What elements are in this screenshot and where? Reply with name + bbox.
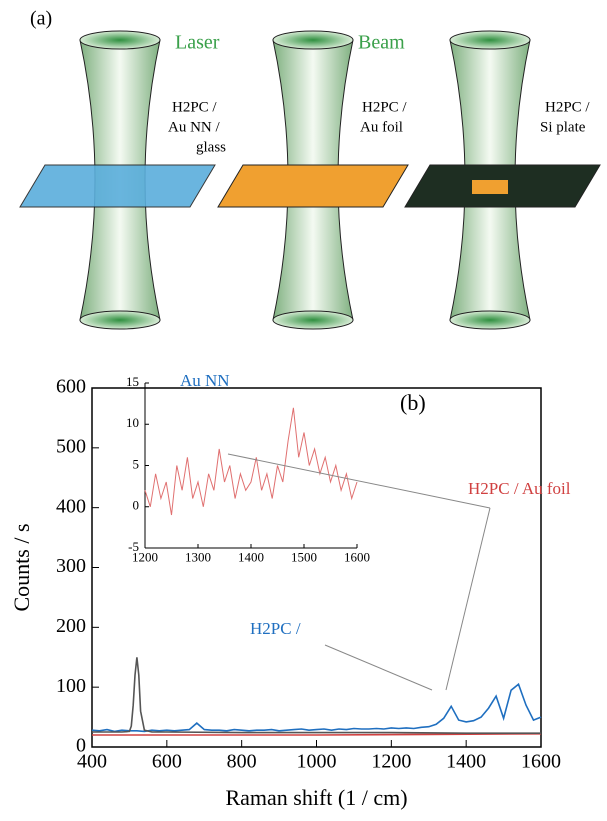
sample-text: Au foil: [360, 119, 403, 135]
x-tick-label: 1500: [291, 549, 317, 564]
x-tick-label: 1000: [297, 751, 337, 773]
data-line: [92, 657, 541, 733]
y-tick-label: 10: [126, 415, 139, 430]
plot-frame: [92, 388, 541, 747]
y-axis-label: Counts / s: [9, 523, 34, 611]
y-tick-label: 400: [56, 495, 86, 517]
x-tick-label: 600: [152, 751, 182, 773]
beam-end: [80, 31, 160, 49]
arrow: [325, 645, 432, 690]
beam-end: [450, 311, 530, 329]
sample-text: H2PC /: [362, 99, 407, 115]
arrows: [228, 454, 490, 690]
glass-plate: [20, 165, 215, 207]
x-tick-label: 800: [227, 751, 257, 773]
data-line: [92, 684, 541, 731]
x-tick-label: 1200: [371, 751, 411, 773]
sample-text: glass: [196, 139, 226, 155]
sample-text: H2PC /: [172, 99, 217, 115]
x-tick-label: 1300: [185, 549, 211, 564]
x-axis-label: Raman shift (1 / cm): [225, 785, 407, 810]
y-tick-label: 600: [56, 376, 86, 398]
x-tick-label: 1600: [344, 549, 370, 564]
y-tick-label: 0: [133, 498, 140, 513]
sample-text: Au NN /: [168, 119, 220, 135]
arrow: [228, 454, 490, 508]
y-tick-label: 500: [56, 435, 86, 457]
laser-spot: [472, 180, 508, 194]
beam-end: [450, 31, 530, 49]
annotation: Au NN: [180, 371, 230, 390]
panel-label: (b): [400, 390, 426, 415]
y-tick-label: 15: [126, 374, 139, 389]
beam-end: [273, 31, 353, 49]
x-tick-label: 1400: [446, 751, 486, 773]
y-tick-label: 200: [56, 615, 86, 637]
y-tick-label: 100: [56, 675, 86, 697]
x-tick-label: 1600: [521, 751, 561, 773]
figure: (a) Laser Beam H2PC / Au NN / glass H2PC…: [0, 0, 607, 816]
sample-text: Si plate: [540, 119, 586, 135]
y-tick-label: 300: [56, 555, 86, 577]
gold-foil: [218, 165, 408, 207]
beam-end: [80, 311, 160, 329]
y-tick-label: 5: [133, 456, 140, 471]
annotation: H2PC /: [250, 619, 301, 638]
annotation: H2PC / Au foil: [468, 479, 571, 498]
beam-word: Laser: [175, 32, 220, 54]
x-tick-label: 1400: [238, 549, 264, 564]
y-tick-label: 0: [76, 735, 86, 757]
beam-word: Beam: [358, 32, 405, 54]
sample-text: H2PC /: [545, 99, 590, 115]
panel-label: (a): [30, 8, 52, 30]
beam-end: [273, 311, 353, 329]
y-tick-label: -5: [128, 539, 139, 554]
arrow: [446, 508, 490, 690]
panel-a: [20, 31, 600, 329]
data-line: [145, 408, 357, 515]
